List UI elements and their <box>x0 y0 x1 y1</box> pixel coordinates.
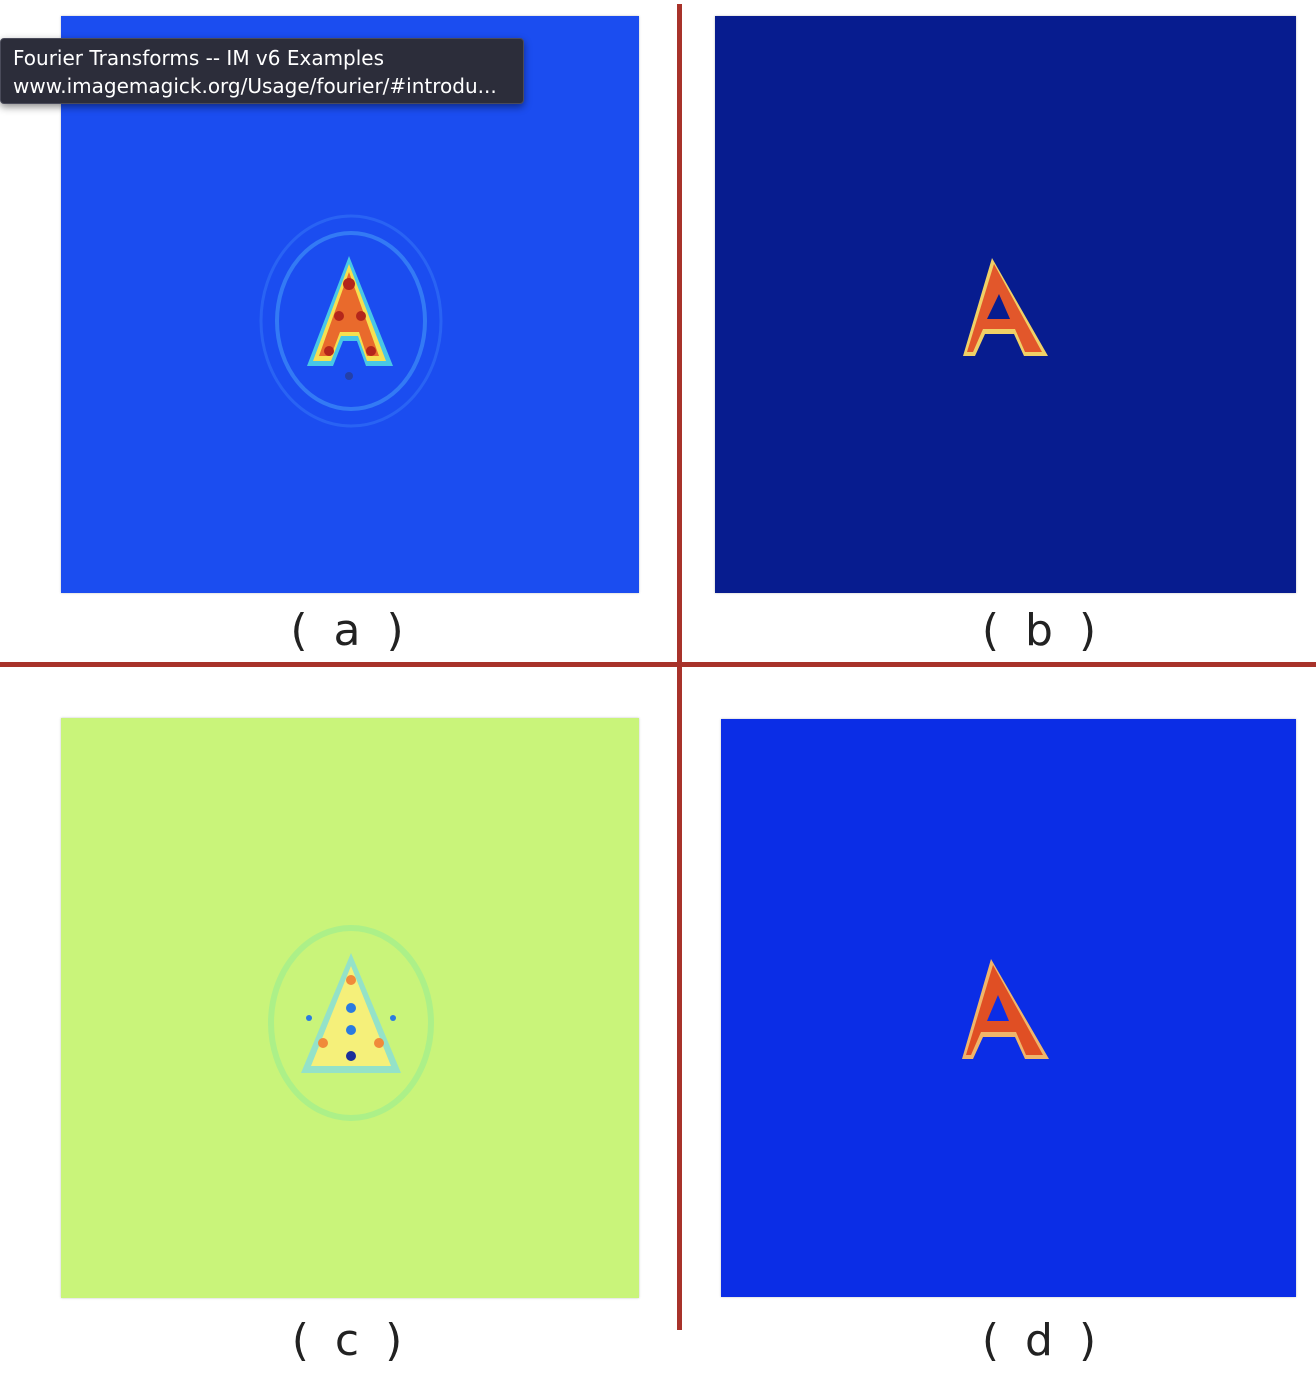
tooltip-url: www.imagemagick.org/Usage/fourier/#intro… <box>13 74 497 98</box>
panel-c-graphic <box>61 718 639 1298</box>
panel-a-graphic <box>61 16 639 593</box>
panel-d-image <box>721 719 1296 1297</box>
tooltip-title: Fourier Transforms -- IM v6 Examples <box>13 46 385 70</box>
panel-b-image <box>715 16 1296 593</box>
panel-a-label: ( a ) <box>290 605 410 656</box>
panel-d-label: ( d ) <box>981 1315 1103 1366</box>
panel-d-graphic <box>721 719 1296 1297</box>
panel-a-image <box>61 16 639 593</box>
panel-c-image <box>61 718 639 1298</box>
panel-b-label: ( b ) <box>981 605 1103 656</box>
panel-c-label: ( c ) <box>291 1315 409 1366</box>
link-tooltip: Fourier Transforms -- IM v6 Examples www… <box>0 38 524 104</box>
horizontal-divider <box>0 662 1316 667</box>
panel-b-graphic <box>715 16 1296 593</box>
vertical-divider <box>677 4 682 1330</box>
